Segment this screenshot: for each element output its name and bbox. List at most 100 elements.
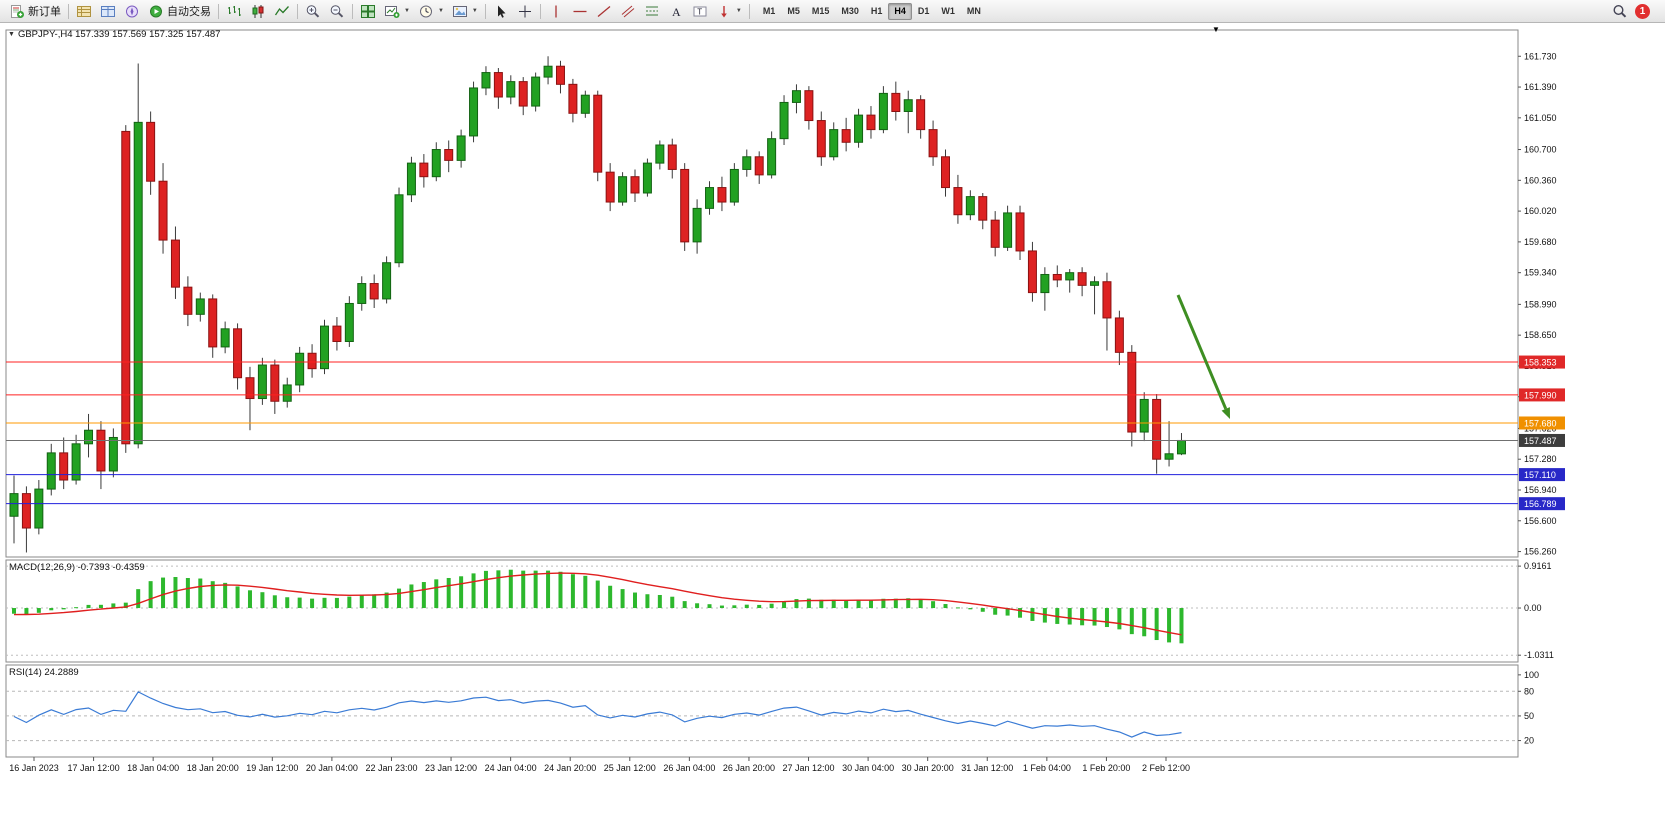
svg-text:161.730: 161.730 — [1524, 51, 1557, 61]
price-chart-canvas[interactable]: 161.730 161.390 161.050 160.700 160.360 160.0… — [0, 23, 1600, 823]
timeframe-group: M1 M5 M15 M30 H1 H4 D1 W1 MN — [757, 2, 987, 20]
timeframe-mn-button[interactable]: MN — [966, 5, 981, 16]
svg-text:17 Jan 12:00: 17 Jan 12:00 — [68, 763, 120, 773]
svg-text:160.020: 160.020 — [1524, 206, 1557, 216]
svg-text:-1.0311: -1.0311 — [1524, 650, 1554, 660]
toolbar-separator — [748, 3, 750, 19]
tile-windows-button[interactable] — [356, 1, 380, 22]
channel-button[interactable] — [616, 1, 640, 22]
scroll-to-end-icon[interactable]: ▼ — [1212, 25, 1220, 34]
candles-icon — [250, 4, 266, 19]
svg-text:157.680: 157.680 — [1524, 418, 1557, 428]
price-badge — [1519, 433, 1565, 447]
panel-border — [5, 559, 1519, 663]
trendline-button[interactable] — [592, 1, 616, 22]
new-order-icon — [9, 4, 25, 19]
fibonacci-button[interactable] — [640, 1, 664, 22]
zoom-out-button[interactable] — [325, 1, 349, 22]
svg-text:2 Feb 12:00: 2 Feb 12:00 — [1142, 763, 1190, 773]
panel-border — [5, 664, 1519, 758]
timeframes-button[interactable]: ▼ — [414, 1, 448, 22]
candlestick-chart-button[interactable] — [246, 1, 270, 22]
channel-icon — [620, 4, 636, 19]
autotrade-button[interactable]: 自动交易 — [144, 1, 215, 22]
cursor-button[interactable] — [489, 1, 513, 22]
svg-text:156.260: 156.260 — [1524, 547, 1557, 557]
crosshair-button[interactable] — [513, 1, 537, 22]
collapse-icon[interactable]: ▼ — [8, 31, 15, 38]
svg-text:50: 50 — [1524, 711, 1534, 721]
svg-text:160.360: 160.360 — [1524, 175, 1557, 185]
dropdown-caret-icon: ▼ — [404, 8, 410, 14]
panel-border — [5, 29, 1519, 558]
toolbar-separator — [352, 3, 353, 19]
horizontal-line-button[interactable] — [568, 1, 592, 22]
trendline-icon — [596, 4, 612, 19]
timeframe-d1-button[interactable]: D1 — [917, 5, 930, 16]
label-icon: T — [692, 4, 708, 19]
candles-layer — [9, 56, 1186, 553]
timeframe-m5-button[interactable]: M5 — [787, 5, 800, 16]
timeframe-m15-button[interactable]: M15 — [811, 5, 830, 16]
svg-text:158.650: 158.650 — [1524, 330, 1557, 340]
svg-text:T: T — [697, 7, 702, 16]
svg-text:A: A — [672, 5, 681, 19]
svg-text:159.340: 159.340 — [1524, 268, 1557, 278]
arrows-button[interactable]: ▼ — [712, 1, 746, 22]
bar-chart-button[interactable] — [222, 1, 246, 22]
svg-text:24 Jan 04:00: 24 Jan 04:00 — [485, 763, 537, 773]
market-watch-button[interactable] — [72, 1, 96, 22]
new-order-button[interactable]: 新订单 — [5, 1, 65, 22]
templates-button[interactable]: ▼ — [448, 1, 482, 22]
svg-text:157.487: 157.487 — [1524, 436, 1557, 446]
rsi-line — [13, 691, 1182, 738]
macd-histogram — [12, 569, 1184, 644]
chart-window[interactable]: 161.730 161.390 161.050 160.700 160.360 160.0… — [0, 23, 1600, 823]
line-chart-button[interactable] — [270, 1, 294, 22]
tile-windows-icon — [360, 4, 376, 19]
search-icon[interactable] — [1612, 4, 1628, 19]
cursor-icon — [493, 4, 509, 19]
new-chart-button[interactable]: ▼ — [380, 1, 414, 22]
text-button[interactable]: A — [664, 1, 688, 22]
svg-text:161.050: 161.050 — [1524, 113, 1557, 123]
toolbar-separator — [484, 3, 486, 19]
navigator-icon — [124, 4, 140, 19]
price-badge — [1519, 497, 1565, 511]
svg-text:27 Jan 12:00: 27 Jan 12:00 — [783, 763, 835, 773]
trend-arrow[interactable] — [1176, 294, 1228, 410]
data-window-button[interactable] — [96, 1, 120, 22]
timeframe-m1-button[interactable]: M1 — [762, 5, 776, 16]
timeframe-h4-button[interactable]: H4 — [888, 2, 912, 20]
autotrade-button-label: 自动交易 — [167, 6, 211, 18]
macd-signal-line — [13, 572, 1182, 636]
label-button[interactable]: T — [688, 1, 712, 22]
timeframe-h1-button[interactable]: H1 — [870, 5, 883, 16]
toolbar: 新订单 自动交易 ▼ ▼ ▼ A T ▼ M1 M5 M15 M30 H1 H4 D1 W1 MN 1 — [0, 0, 1665, 23]
svg-text:26 Jan 04:00: 26 Jan 04:00 — [663, 763, 715, 773]
dropdown-caret-icon: ▼ — [471, 8, 478, 14]
svg-text:30 Jan 04:00: 30 Jan 04:00 — [842, 763, 894, 773]
svg-text:31 Jan 12:00: 31 Jan 12:00 — [961, 763, 1013, 773]
chart-ohlc-title: GBPJPY-,H4 157.339 157.569 157.325 157.4… — [17, 29, 221, 40]
notification-badge[interactable]: 1 — [1635, 3, 1650, 19]
svg-text:160.700: 160.700 — [1524, 145, 1557, 155]
svg-text:18 Jan 20:00: 18 Jan 20:00 — [187, 763, 239, 773]
toolbar-separator — [297, 3, 298, 19]
zoom-in-button[interactable] — [301, 1, 325, 22]
market-watch-icon — [76, 4, 92, 19]
svg-text:22 Jan 23:00: 22 Jan 23:00 — [365, 763, 417, 773]
timeframe-w1-button[interactable]: W1 — [941, 5, 955, 16]
dropdown-caret-icon: ▼ — [437, 8, 444, 14]
toolbar-right-group: 1 — [1612, 3, 1660, 19]
new-order-button-label: 新订单 — [28, 6, 61, 18]
vertical-line-button[interactable] — [544, 1, 568, 22]
template-icon — [452, 4, 468, 19]
linechart-icon — [274, 4, 290, 19]
timeframe-m30-button[interactable]: M30 — [841, 5, 859, 16]
svg-text:80: 80 — [1524, 686, 1534, 696]
navigator-button[interactable] — [120, 1, 144, 22]
autotrade-icon — [148, 4, 164, 19]
new-chart-icon — [384, 4, 400, 19]
